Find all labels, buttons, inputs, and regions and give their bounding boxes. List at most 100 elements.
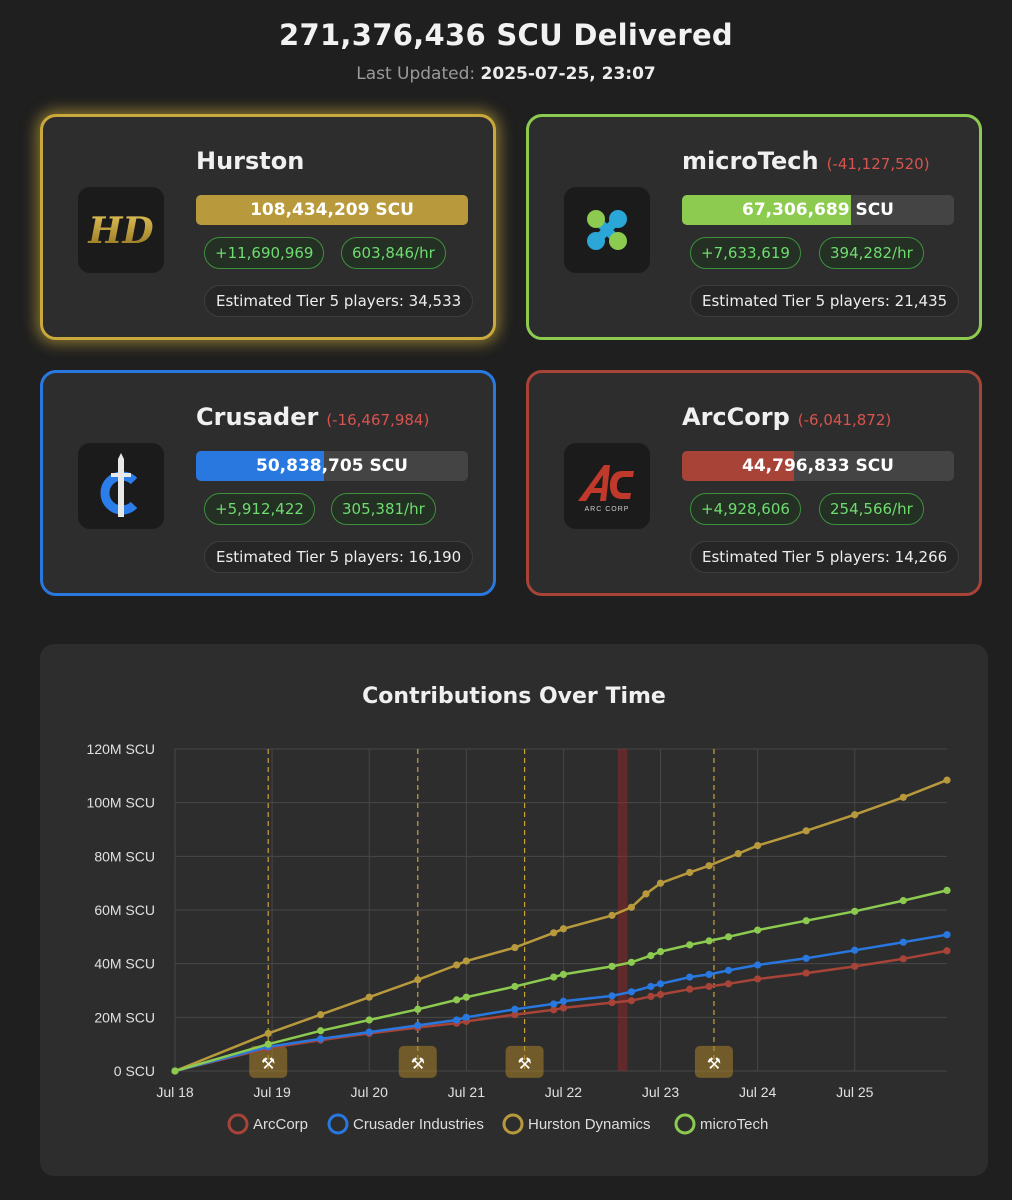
data-point xyxy=(705,970,713,978)
event-marker-icon xyxy=(694,1045,733,1078)
x-tick-label: Jul 21 xyxy=(448,1084,486,1100)
chart-title: Contributions Over Time xyxy=(362,684,666,709)
arccorp-logo-icon: ARC CORP xyxy=(564,443,650,529)
tier5-estimate: Estimated Tier 5 players: 16,190 xyxy=(204,541,474,573)
data-point xyxy=(511,1011,519,1019)
y-tick-label: 100M SCU xyxy=(87,795,155,811)
progress-fill xyxy=(196,451,324,481)
progress-fill xyxy=(196,195,468,225)
faction-name-text: microTech xyxy=(682,147,819,175)
legend-label: Crusader Industries xyxy=(353,1116,484,1133)
data-point xyxy=(656,947,665,956)
data-point xyxy=(559,925,568,933)
y-tick-label: 60M SCU xyxy=(94,902,155,918)
data-point xyxy=(899,793,907,801)
tools-icon: ⚒ xyxy=(261,1054,275,1073)
rate-badge: 394,282/hr xyxy=(819,237,924,269)
tier5-estimate: Estimated Tier 5 players: 21,435 xyxy=(690,285,960,317)
data-point xyxy=(317,1011,325,1019)
last-updated-label: Last Updated: xyxy=(356,64,476,84)
progress-bar: 50,838,705 SCU xyxy=(196,451,468,481)
data-point xyxy=(414,976,422,984)
faction-name: microTech (-41,127,520) xyxy=(682,147,930,175)
data-point xyxy=(627,997,636,1005)
faction-name: Crusader (-16,467,984) xyxy=(196,403,429,431)
scu-value: 67,306,689 SCU xyxy=(742,200,894,220)
data-point xyxy=(550,1000,558,1008)
data-point xyxy=(627,988,636,996)
data-point xyxy=(453,996,461,1004)
data-point xyxy=(647,952,655,960)
progress-bar: 108,434,209 SCU xyxy=(196,195,468,225)
event-marker-icon xyxy=(505,1045,544,1078)
last-updated-value: 2025-07-25, 23:07 xyxy=(480,64,656,84)
faction-card-arccorp: ARC CORP ArcCorp (-6,041,872) 44,796,833 … xyxy=(526,370,982,596)
hurston-logo-icon: HD xyxy=(78,187,164,273)
legend-swatch xyxy=(227,1113,249,1135)
data-point xyxy=(802,917,810,925)
faction-name-text: ArcCorp xyxy=(682,403,790,431)
data-point xyxy=(627,903,636,911)
data-point xyxy=(414,1005,422,1013)
data-point xyxy=(414,1021,422,1029)
microtech-logo-icon xyxy=(564,187,650,273)
progress-bar: 67,306,689 SCU xyxy=(682,195,954,225)
data-point xyxy=(627,958,636,966)
data-point xyxy=(802,969,810,977)
data-point xyxy=(724,933,733,941)
data-point xyxy=(705,982,713,991)
data-point xyxy=(647,992,655,1001)
data-point xyxy=(264,1029,272,1038)
data-point xyxy=(754,961,762,969)
x-tick-label: Jul 18 xyxy=(156,1084,194,1100)
legend-swatch xyxy=(502,1113,524,1135)
data-point xyxy=(608,962,616,970)
faction-name: ArcCorp (-6,041,872) xyxy=(682,403,891,431)
data-point xyxy=(462,1013,470,1021)
data-point xyxy=(754,842,762,850)
data-point xyxy=(851,962,859,970)
data-point xyxy=(608,998,616,1007)
gain-badge: +11,690,969 xyxy=(204,237,325,269)
y-tick-label: 0 SCU xyxy=(114,1063,155,1079)
data-point xyxy=(686,868,694,877)
scu-value: 108,434,209 SCU xyxy=(250,200,414,220)
data-point xyxy=(686,941,694,949)
data-point xyxy=(264,1040,272,1048)
faction-name: Hurston xyxy=(196,147,304,175)
data-point xyxy=(511,1005,519,1013)
contributions-chart-card: Contributions Over Time 0 SCU 20M SCU 40M … xyxy=(40,644,988,1176)
x-tick-label: Jul 19 xyxy=(253,1084,291,1100)
data-point xyxy=(724,966,733,974)
data-point xyxy=(899,897,907,905)
data-point xyxy=(943,931,951,939)
rate-badge: 254,566/hr xyxy=(819,493,924,525)
y-tick-label: 20M SCU xyxy=(94,1009,155,1025)
data-point xyxy=(559,970,568,978)
x-tick-label: Jul 23 xyxy=(642,1084,680,1100)
tier5-estimate: Estimated Tier 5 players: 14,266 xyxy=(690,541,960,573)
y-tick-label: 40M SCU xyxy=(94,956,155,972)
deficit-value: (-41,127,520) xyxy=(826,155,930,173)
gain-badge: +7,633,619 xyxy=(690,237,801,269)
event-marker-icon xyxy=(398,1045,437,1078)
data-point xyxy=(656,879,665,887)
data-point xyxy=(754,926,762,934)
legend-label: microTech xyxy=(700,1116,768,1133)
scu-value: 50,838,705 SCU xyxy=(256,456,408,476)
x-tick-label: Jul 24 xyxy=(739,1084,777,1100)
faction-name-text: Hurston xyxy=(196,147,305,175)
x-tick-label: Jul 20 xyxy=(351,1084,389,1100)
rate-badge: 603,846/hr xyxy=(341,237,446,269)
data-point xyxy=(642,890,650,898)
data-point xyxy=(365,993,373,1001)
rate-badge: 305,381/hr xyxy=(331,493,436,525)
y-tick-label: 80M SCU xyxy=(94,848,155,864)
hurston-logo-text: HD xyxy=(87,210,153,252)
event-marker-icon xyxy=(249,1045,288,1078)
series-line xyxy=(174,778,948,1073)
x-tick-label: Jul 25 xyxy=(836,1084,874,1100)
data-point xyxy=(899,938,907,946)
progress-fill xyxy=(682,451,795,481)
data-point xyxy=(656,980,665,988)
